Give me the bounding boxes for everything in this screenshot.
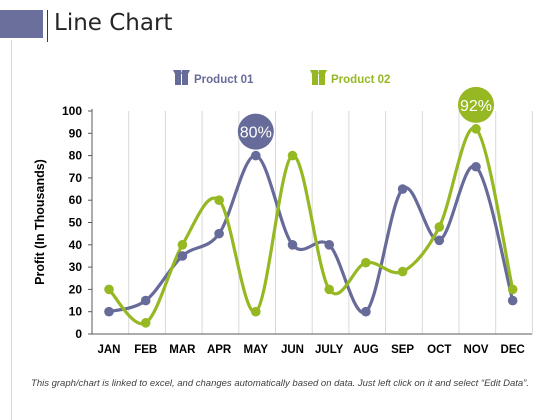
y-tick-label: 90 xyxy=(69,126,83,140)
data-point xyxy=(214,195,224,205)
data-point xyxy=(507,295,518,306)
left-frame-line xyxy=(11,40,12,420)
legend-item-1: Product 01 xyxy=(173,70,254,86)
box-flaps xyxy=(173,70,190,74)
x-tick-label: AUG xyxy=(353,344,379,356)
box-icon xyxy=(310,70,327,85)
data-point xyxy=(361,257,371,268)
x-tick-label: OCT xyxy=(427,344,451,356)
x-tick-label: MAR xyxy=(169,344,196,356)
callout-label: 92% xyxy=(460,98,492,115)
y-tick-label: 100 xyxy=(62,104,82,118)
y-tick-label: 30 xyxy=(69,260,83,274)
data-point xyxy=(251,306,261,317)
data-point xyxy=(397,184,408,194)
data-point xyxy=(287,150,298,161)
callout-label: 80% xyxy=(240,125,272,142)
data-point xyxy=(324,284,335,295)
legend-label: Product 01 xyxy=(194,74,254,86)
callout-bubble xyxy=(458,86,494,123)
x-tick-label: SEP xyxy=(391,344,414,356)
data-point xyxy=(214,228,224,239)
x-tick-label: JUN xyxy=(281,344,304,356)
y-tick-label: 80 xyxy=(69,149,83,163)
page-title: Line Chart xyxy=(54,10,173,36)
y-tick-label: 70 xyxy=(69,171,83,185)
y-tick-label: 50 xyxy=(69,216,83,230)
data-point xyxy=(177,240,188,250)
data-point xyxy=(104,284,114,295)
title-accent-bar xyxy=(0,10,43,38)
x-tick-label: DEC xyxy=(501,344,525,356)
series-line-1 xyxy=(108,154,515,314)
y-tick-label: 60 xyxy=(69,193,83,207)
y-tick-label: 10 xyxy=(69,305,83,319)
x-tick-label: APR xyxy=(207,344,232,356)
data-point xyxy=(287,240,298,250)
title-divider xyxy=(47,10,48,42)
data-point xyxy=(471,124,481,134)
data-point xyxy=(140,295,151,306)
data-point xyxy=(324,240,335,250)
data-point xyxy=(361,306,371,317)
box-icon xyxy=(173,70,190,85)
x-tick-label: MAY xyxy=(244,344,269,356)
x-tick-label: JAN xyxy=(97,344,120,356)
data-point xyxy=(104,306,114,317)
y-tick-label: 40 xyxy=(69,238,83,252)
data-point xyxy=(507,284,518,295)
y-tick-label: 0 xyxy=(75,327,82,341)
x-tick-label: NOV xyxy=(464,344,489,356)
data-point xyxy=(397,266,408,277)
legend-item-2: Product 02 xyxy=(310,70,390,86)
data-point xyxy=(471,161,481,172)
x-tick-label: FEB xyxy=(134,344,157,356)
callout-bubble xyxy=(237,113,274,150)
data-point xyxy=(434,235,445,246)
x-tick-label: JULY xyxy=(315,344,344,356)
footnote: This graph/chart is linked to excel, and… xyxy=(31,378,529,389)
y-tick-label: 20 xyxy=(69,282,83,296)
data-point xyxy=(434,222,445,232)
legend-label: Product 02 xyxy=(331,74,390,86)
series-line-2 xyxy=(107,126,515,326)
data-point xyxy=(251,150,261,161)
box-flaps xyxy=(310,70,327,74)
data-point xyxy=(177,251,188,261)
data-point xyxy=(140,318,151,328)
